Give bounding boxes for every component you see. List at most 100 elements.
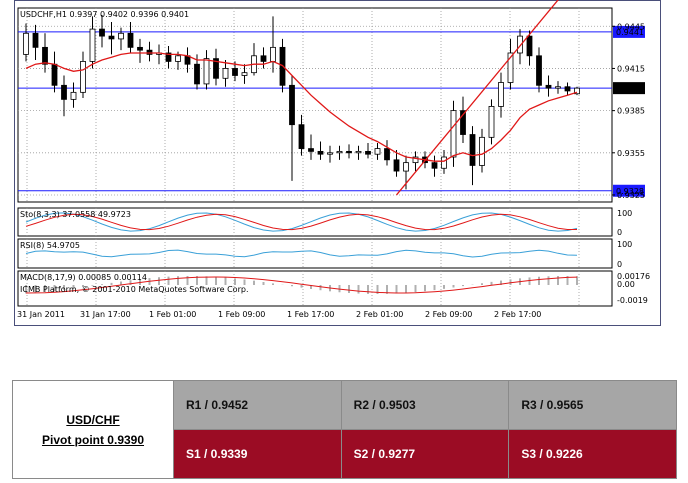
rsi-tick-label: 0 [617,260,622,269]
time-axis-label: 31 Jan 17:00 [80,310,131,319]
stochastic-label: Sto(8,3,3) 37.0558 49.9723 [20,210,131,219]
macd-tick-label: 0.00 [617,280,635,289]
rsi-line [25,249,578,258]
candle-body [555,86,561,89]
time-axis-label: 1 Feb 09:00 [218,310,265,319]
candle-body [194,63,200,85]
stochastic-signal-line [25,213,577,231]
candle-body [118,32,124,40]
candle-body [289,84,295,126]
level-label: 0.9401 [616,84,644,93]
candle-body [260,55,267,62]
candle-body [488,106,495,138]
candle-body [403,162,409,172]
candle-body [574,87,580,95]
macd-pane [17,270,613,307]
trendline [395,0,559,196]
symbol-header: USDCHF,H1 0.9397 0.9402 0.9396 0.9401 [20,10,189,19]
chart-canvas: 0.9441 0.9401 0.9328 0.9445 0.9415 0.9385 0.9… [14,0,661,326]
rsi-label: RSI(8) 54.9705 [20,241,80,250]
candle-body [393,159,400,172]
price-tick-label: 0.9355 [617,149,645,158]
level-badge [613,82,645,95]
candle-body [365,150,371,155]
stoch-pane [17,207,613,237]
candle-body [61,84,67,100]
time-axis-label: 31 Jan 2011 [17,310,65,319]
candle-body [327,152,333,155]
candle-body [469,134,476,166]
price-tick-label: 0.9325 [617,191,645,200]
candle-body [80,61,86,93]
candle-body [232,68,238,76]
candle-body [384,148,390,161]
resistance-2: R2 / 0.9503 [340,380,510,430]
candle-body [32,32,39,48]
pair-label: USD/CHF [66,412,120,427]
pivot-summary-cell: USD/CHF Pivot point 0.9390 [12,380,174,479]
stochastic-tick-label: 100 [617,209,632,218]
candle-body [241,72,248,76]
resistance-3: R3 / 0.9565 [508,380,677,430]
level-label: 0.9441 [616,28,644,37]
pivot-point-label: Pivot point 0.9390 [41,432,145,447]
rsi-pane [17,238,613,269]
time-axis-label: 2 Feb 09:00 [425,310,472,319]
candle-body [507,52,514,83]
macd-signal-line [25,276,578,294]
candle-body [42,46,48,65]
candle-body [89,28,96,62]
resistance-1: R1 / 0.9452 [173,380,342,430]
candle-body [222,68,229,79]
candle-body [412,156,419,164]
time-axis-label: 1 Feb 01:00 [149,310,196,319]
candle-body [346,150,352,154]
support-2: S2 / 0.9277 [340,429,510,479]
candle-body [545,84,552,89]
time-axis-label: 1 Feb 17:00 [287,310,334,319]
stochastic-main-line [25,212,578,232]
chart-outer-frame [14,0,661,326]
level-badge [613,25,645,38]
price-tick-label: 0.9385 [617,107,645,116]
candle-body [526,35,533,57]
support-3: S3 / 0.9226 [508,429,677,479]
candle-body [564,86,571,92]
level-badge [613,184,645,197]
candle-body [51,63,58,86]
candle-body [431,162,438,169]
candle-body [270,46,276,62]
macd-tick-label: -0.0019 [617,296,648,305]
macd-tick-label: 0.00176 [617,272,650,281]
candle-body [517,35,523,54]
time-axis-label: 2 Feb 01:00 [356,310,403,319]
candle-body [175,55,181,62]
candle-body [165,52,172,62]
candle-body [317,150,324,155]
pivot-table: USD/CHF Pivot point 0.9390 R1 / 0.9452 R… [12,380,677,479]
candle-body [298,124,305,149]
candle-body [137,46,143,51]
moving-average-line [25,52,578,162]
candle-body [498,82,504,107]
candle-body [127,32,134,48]
main-pane [17,7,613,203]
candle-body [441,156,447,169]
candle-body [308,148,314,152]
support-1: S1 / 0.9339 [173,429,342,479]
candle-body [70,91,77,100]
candle-body [355,150,362,154]
rsi-tick-label: 100 [617,240,632,249]
candle-body [450,110,457,158]
macd-label: MACD(8,17,9) 0.00085 0.00114 [20,273,147,282]
candle-body [146,49,153,55]
candle-body [99,28,105,37]
candle-body [336,150,343,154]
price-chart: 0.9441 0.9401 0.9328 0.9445 0.9415 0.9385 0.9… [14,0,662,328]
level-label: 0.9328 [616,187,644,196]
candle-body [460,110,466,135]
candle-body [23,32,29,55]
stochastic-tick-label: 0 [617,228,622,237]
candle-body [374,148,381,155]
candle-body [108,35,115,40]
